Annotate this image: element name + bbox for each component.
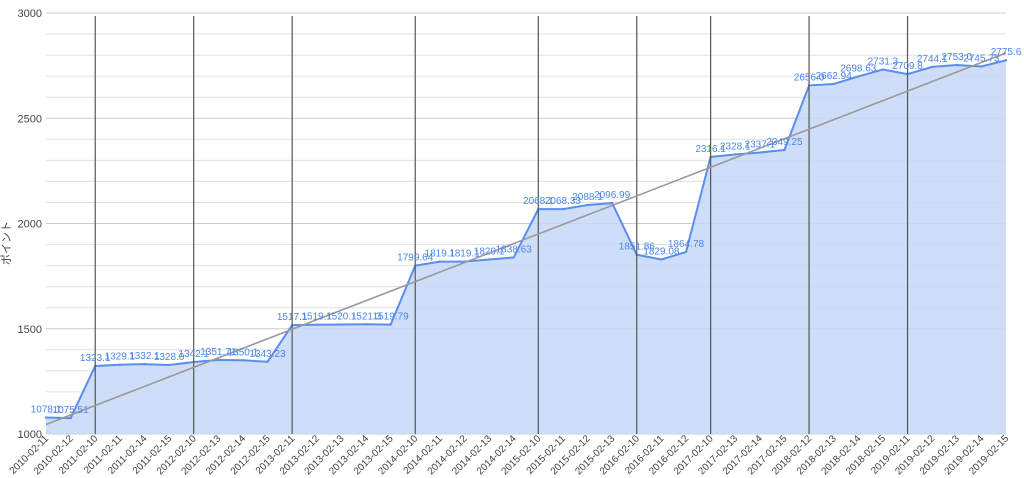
data-label: 1323.1 — [80, 353, 111, 364]
y-axis-ticks: 1000 1500 2000 2500 3000 — [18, 8, 42, 441]
data-point — [340, 323, 343, 326]
data-label: 1829.08 — [643, 246, 680, 257]
data-point — [610, 201, 614, 205]
data-point — [660, 258, 663, 261]
data-point — [930, 65, 934, 69]
data-label: 1517.1 — [277, 312, 308, 323]
data-point — [881, 68, 885, 71]
data-label: 2744.1 — [917, 54, 948, 65]
data-point — [241, 359, 245, 362]
area-fill — [46, 60, 1006, 434]
year-boundary-lines — [94, 16, 909, 434]
series-area — [44, 59, 1008, 434]
data-label: 1328.0 — [154, 352, 185, 363]
data-point — [783, 148, 786, 152]
data-label: 1519.1 — [301, 312, 332, 323]
data-label: 2745.73 — [963, 54, 1000, 65]
data-point — [217, 358, 220, 362]
data-label: 2775.6 — [991, 47, 1022, 58]
trendline — [45, 52, 1007, 426]
data-point — [1004, 59, 1008, 62]
data-point — [364, 323, 368, 326]
data-label: 1838.63 — [496, 244, 533, 255]
data-label: 2349.25 — [766, 137, 803, 148]
data-label: 1521.3 — [351, 311, 382, 322]
data-label: 1329.1 — [105, 352, 136, 363]
data-label: 2337.1 — [745, 140, 776, 151]
data-label: 1799.64 — [397, 253, 434, 264]
data-point — [980, 65, 983, 68]
data-point — [758, 151, 762, 154]
data-label: 1075.51 — [53, 405, 90, 416]
data-label: 1819.1 — [425, 249, 456, 260]
data-point — [438, 260, 442, 263]
data-label: 1078.1 — [31, 405, 62, 416]
y-tick-label: 2500 — [18, 113, 42, 125]
data-point — [512, 256, 515, 259]
data-label: 1342.1 — [178, 349, 209, 360]
data-labels: 1078.11075.511323.11329.11332.11328.0134… — [31, 47, 1022, 416]
data-point — [857, 75, 860, 78]
data-label: 2656.0 — [794, 72, 825, 83]
data-label: 2068.1 — [523, 196, 554, 207]
data-label: 2068.33 — [545, 196, 582, 207]
data-label: 2698.63 — [840, 63, 877, 74]
data-point — [118, 363, 122, 366]
data-label: 1350.1 — [228, 347, 259, 358]
data-point — [266, 360, 269, 363]
data-point — [143, 362, 146, 366]
data-label: 1819.1 — [449, 249, 480, 260]
y-tick-label: 1000 — [18, 429, 42, 441]
data-point — [561, 207, 565, 211]
data-label: 1343.23 — [249, 349, 286, 360]
data-point — [315, 323, 318, 326]
data-point — [487, 258, 491, 261]
data-label: 1851.86 — [619, 242, 656, 253]
data-point — [167, 363, 171, 367]
data-point — [586, 203, 589, 207]
series-line — [45, 59, 1007, 420]
data-label: 1351.71 — [200, 347, 237, 358]
data-point — [684, 250, 688, 254]
data-label: 2709.8 — [892, 61, 923, 72]
trendline-line — [45, 52, 1007, 426]
data-point — [44, 416, 48, 419]
y-tick-label: 3000 — [18, 8, 42, 20]
y-tick-label: 2000 — [18, 219, 42, 231]
data-label: 1332.1 — [129, 351, 160, 362]
y-axis-label: ポイント — [0, 221, 13, 265]
y-tick-label: 1500 — [18, 324, 42, 336]
data-point — [832, 82, 835, 86]
data-point — [955, 63, 958, 67]
data-label: 2328.1 — [720, 141, 751, 152]
data-point — [389, 323, 392, 326]
data-label: 1829.1 — [474, 246, 505, 257]
data-label: 2662.94 — [816, 71, 853, 82]
data-label: 2731.3 — [868, 57, 899, 68]
data-label: 2316.1 — [695, 144, 726, 155]
data-label: 1519.79 — [373, 312, 410, 323]
data-label: 1520.1 — [326, 312, 357, 323]
data-label: 2088.1 — [572, 192, 603, 203]
data-label: 2096.99 — [594, 190, 631, 201]
data-point — [734, 153, 737, 156]
data-label: 2753.0 — [941, 52, 972, 63]
x-axis-ticks: 2010-02-112010-02-122011-02-102011-02-11… — [8, 433, 1012, 477]
data-label: 1864.78 — [668, 239, 705, 250]
data-point — [69, 416, 72, 420]
